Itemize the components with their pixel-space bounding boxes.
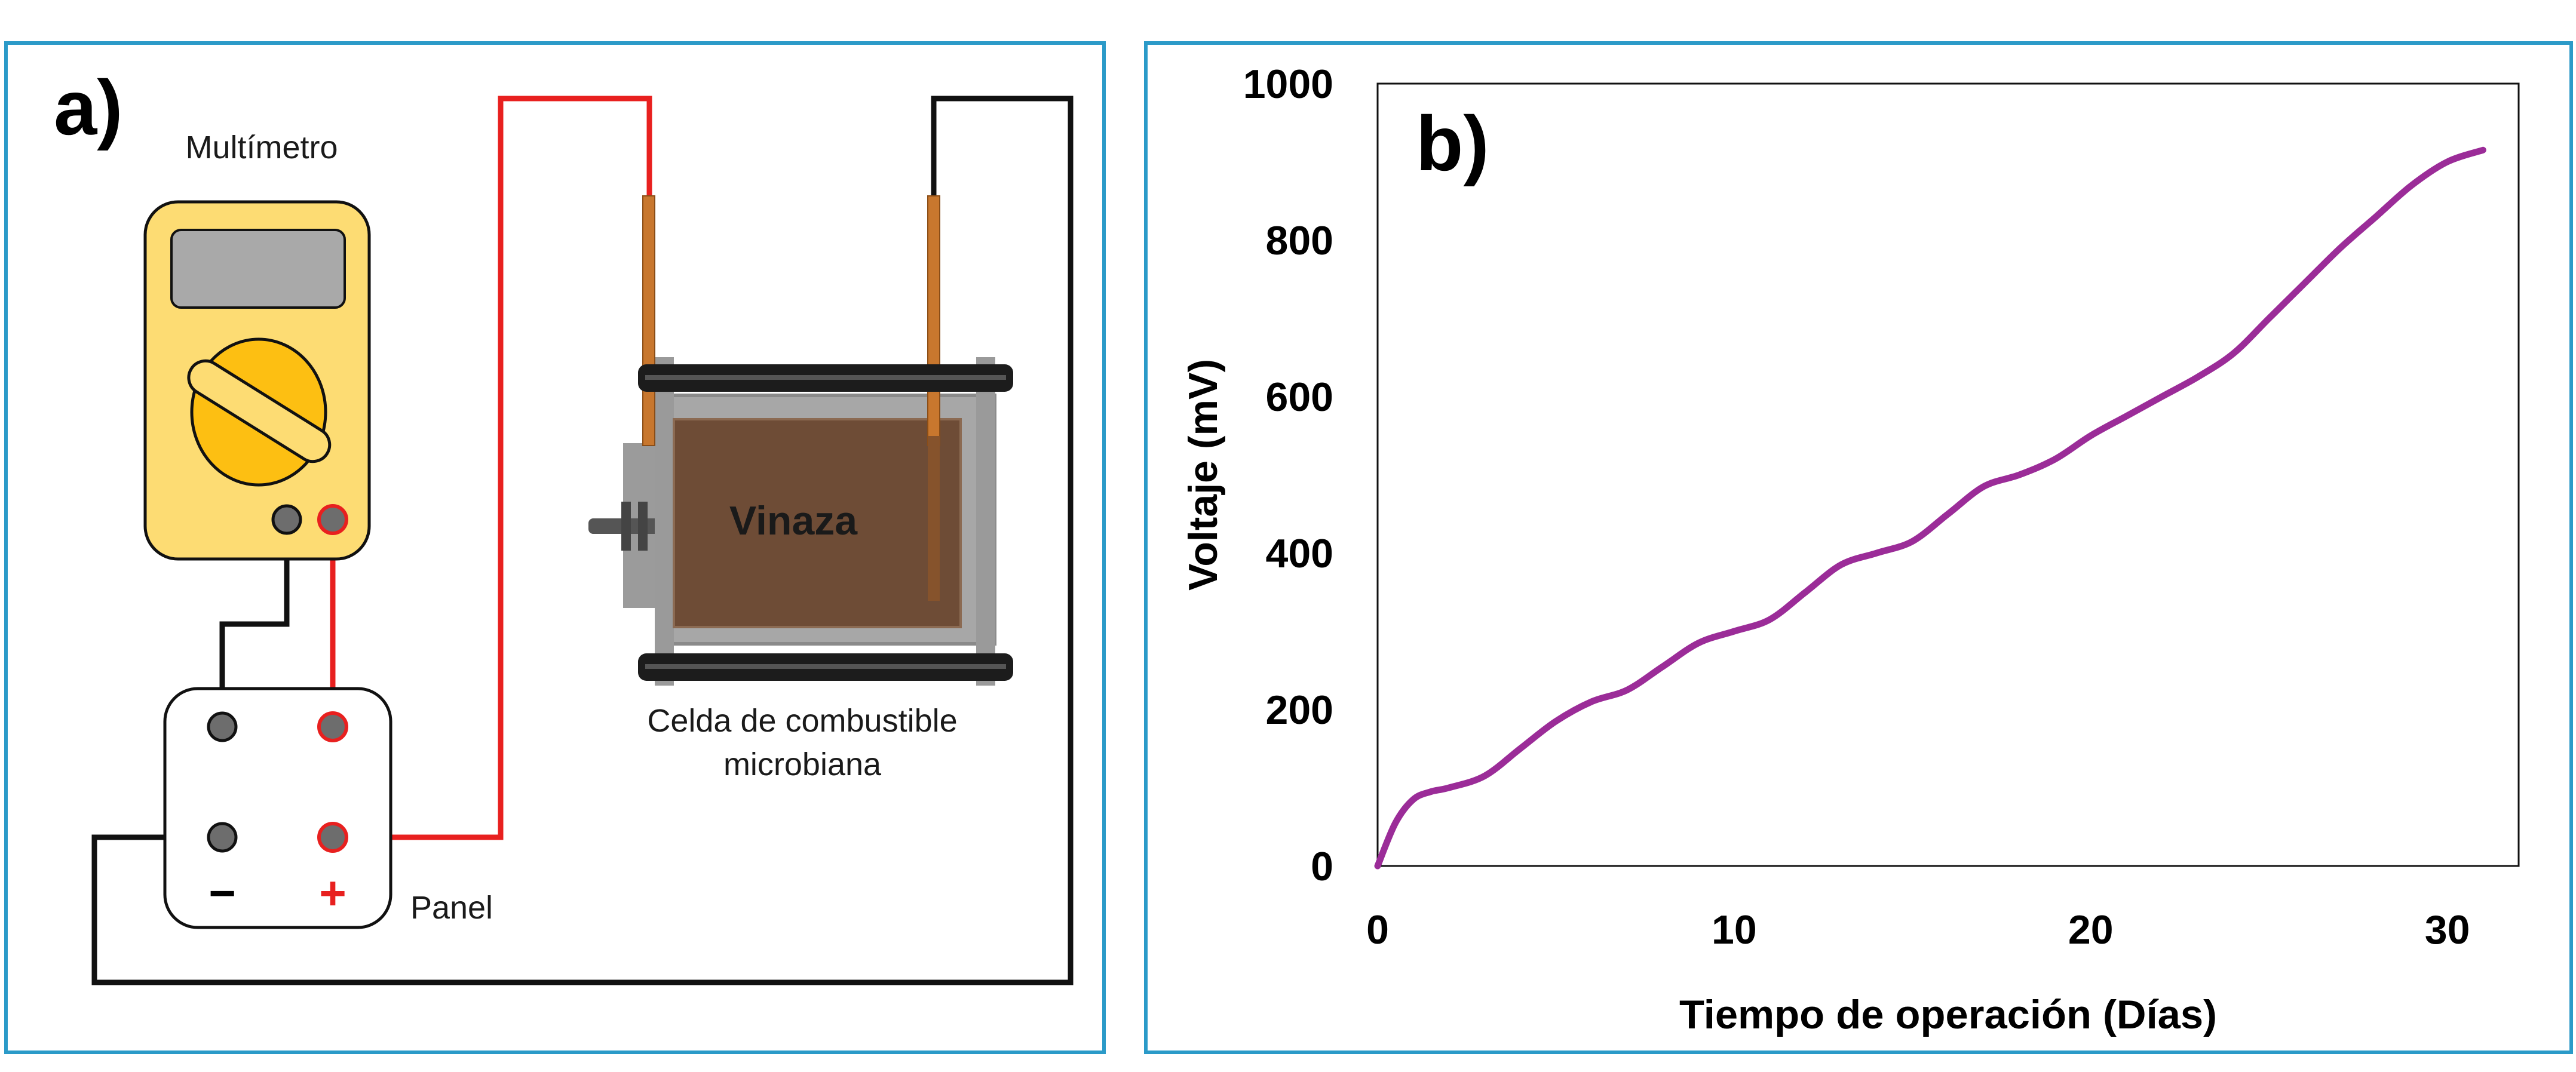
panel-box (163, 687, 392, 929)
panel-label: Panel (410, 890, 493, 926)
electrode-right-submerged (928, 436, 940, 601)
wire-red-cell (333, 96, 652, 840)
y-tick-label: 0 (1311, 844, 1333, 889)
panel-terminal-top-right (317, 711, 348, 742)
multimeter-dial-knob (187, 359, 332, 463)
panel-terminal-bottom-right (317, 822, 348, 853)
electrode-right (927, 195, 940, 446)
wire-black-cell (91, 96, 1074, 985)
y-tick-label: 400 (1266, 531, 1333, 576)
y-tick-label: 200 (1266, 687, 1333, 733)
multimeter (143, 200, 371, 561)
x-tick-label: 10 (1712, 907, 1757, 953)
panel: − + (163, 687, 392, 929)
panel-terminal-top-left (207, 711, 238, 742)
panel-a-frame (4, 41, 1106, 1054)
y-tick-label: 1000 (1243, 62, 1333, 107)
fuel-cell: Vinaza (588, 195, 1013, 686)
x-axis-label: Tiempo de operación (Días) (1679, 992, 2217, 1037)
x-axis-ticks: 0 10 20 30 (1366, 907, 2470, 953)
series-layer (1374, 146, 2486, 870)
panel-minus-symbol: − (208, 867, 236, 919)
x-tick-label: 0 (1366, 907, 1389, 953)
multimeter-positive-terminal (317, 504, 348, 535)
panel-plus-symbol: + (319, 867, 346, 919)
series-line-voltaje (1374, 146, 2486, 870)
panel-terminal-bottom-left (207, 822, 238, 853)
cell-nut-1 (621, 502, 631, 551)
x-tick-label: 30 (2425, 907, 2470, 953)
electrode-left (642, 195, 655, 446)
substrate-label: Vinaza (729, 498, 858, 543)
cell-label-line2: microbiana (723, 747, 882, 782)
panel-b-frame (1144, 41, 2573, 1054)
panel-b-letter: b) (1416, 100, 1489, 187)
panel-a-letter: a) (54, 64, 123, 151)
y-tick-label: 600 (1266, 374, 1333, 420)
y-axis-label: Voltaje (mV) (1180, 359, 1226, 591)
multimeter-display (170, 229, 346, 309)
cell-side-post-left (655, 357, 674, 686)
multimeter-com-terminal (271, 504, 302, 535)
clamp-bar-bottom-shine (645, 664, 1006, 669)
multimeter-label: Multímetro (185, 130, 338, 165)
y-axis-ticks: 0 200 400 600 800 1000 (1243, 62, 1333, 889)
clamp-bar-top-shine (645, 375, 1006, 380)
wire-black-multimeter (219, 520, 290, 726)
cell-label-line1: Celda de combustible (647, 703, 957, 739)
plot-area (1376, 82, 2520, 867)
cell-nut-2 (638, 502, 648, 551)
x-tick-label: 20 (2068, 907, 2114, 953)
y-tick-label: 800 (1266, 218, 1333, 263)
cell-vinasse (673, 418, 962, 628)
cell-side-post-right (976, 357, 995, 686)
